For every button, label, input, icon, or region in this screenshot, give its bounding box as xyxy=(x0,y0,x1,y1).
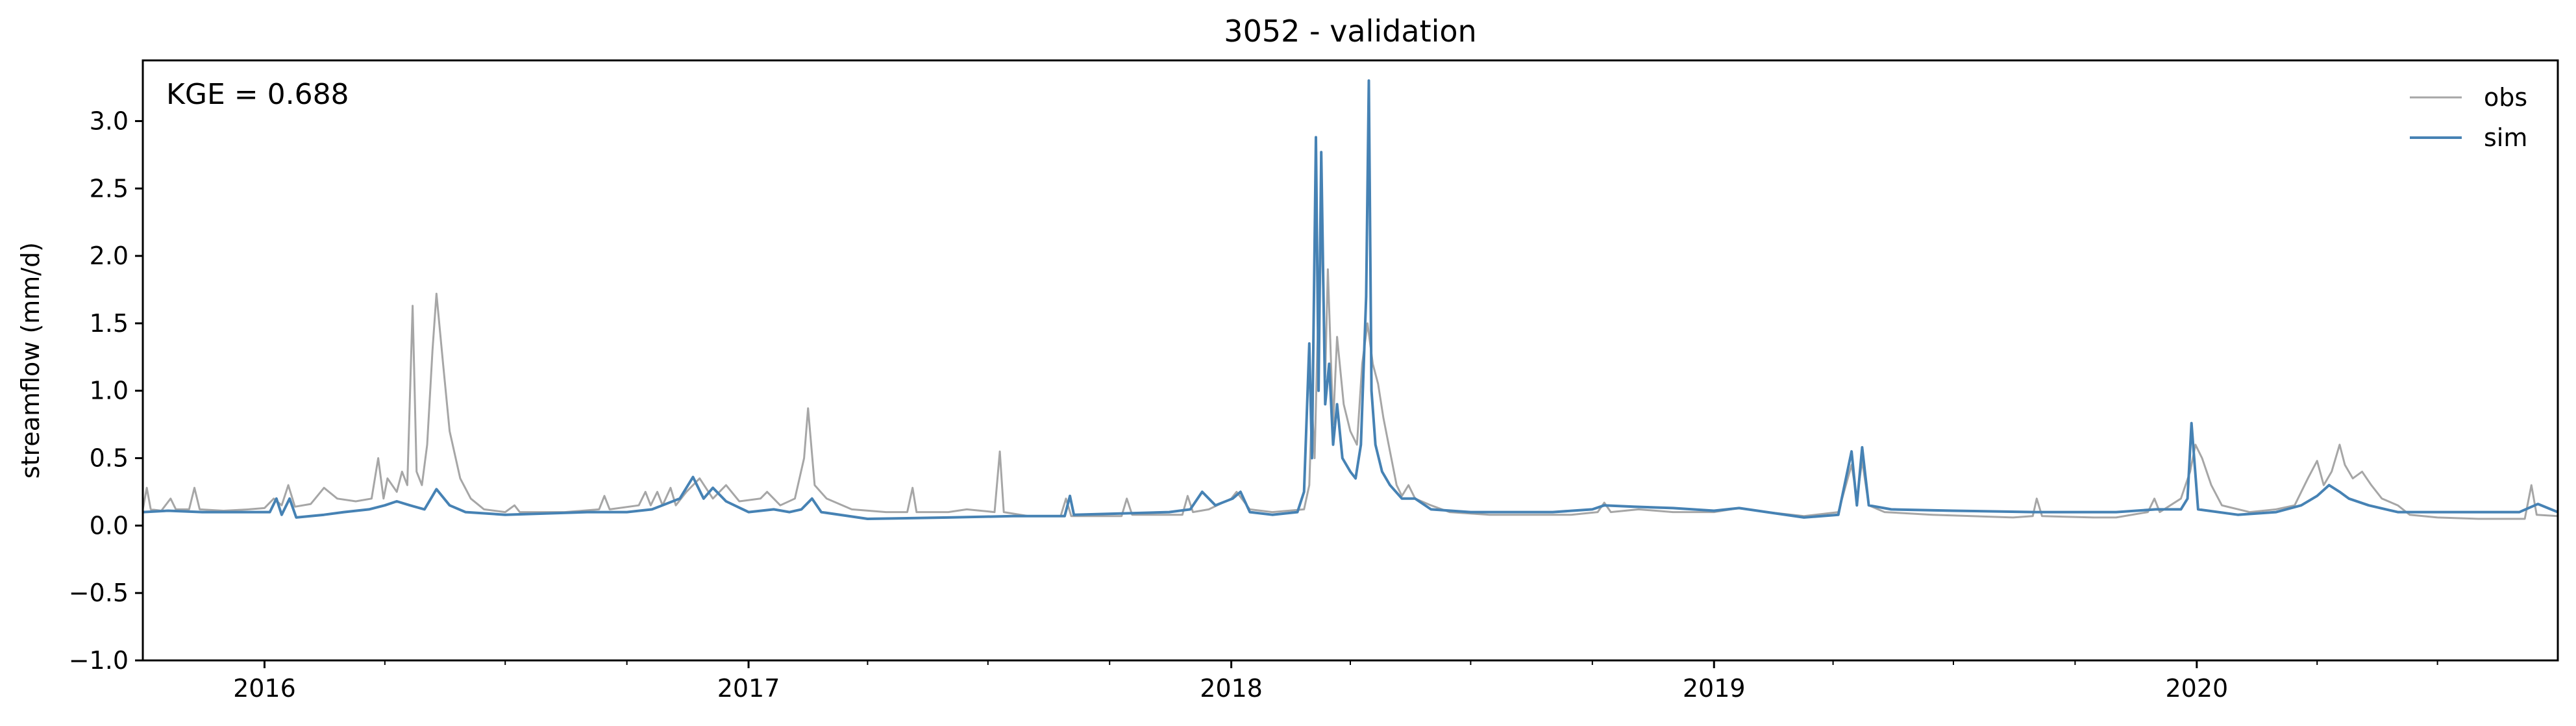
y-tick-label: 0.0 xyxy=(90,511,129,540)
x-tick-label: 2019 xyxy=(1683,674,1746,703)
legend-label-obs: obs xyxy=(2484,83,2527,112)
y-axis-label: streamflow (mm/d) xyxy=(16,242,45,479)
y-tick-label: 1.5 xyxy=(90,309,129,338)
x-tick-label: 2017 xyxy=(717,674,780,703)
legend-label-sim: sim xyxy=(2484,123,2527,152)
series-line-sim xyxy=(143,79,2558,520)
y-tick-label: 0.5 xyxy=(90,444,129,473)
plot-frame xyxy=(142,59,2559,662)
y-tick-label: 3.0 xyxy=(90,106,129,135)
x-tick-label: 2016 xyxy=(233,674,296,703)
y-tick-label: 2.0 xyxy=(90,242,129,270)
chart-title: 3052 - validation xyxy=(1224,14,1476,49)
y-axis: −1.0 −0.5 0.0 0.5 1.0 1.5 2.0 2.5 3.0 xyxy=(69,106,143,675)
series-line-obs xyxy=(143,214,2558,520)
kge-annotation: KGE = 0.688 xyxy=(166,78,349,111)
legend: obs sim xyxy=(2410,83,2527,152)
series-layer xyxy=(143,79,2558,520)
y-tick-label: 1.0 xyxy=(90,377,129,405)
y-tick-label: −0.5 xyxy=(69,579,129,607)
x-axis: 2016 2017 2018 2019 2020 xyxy=(233,660,2438,703)
y-tick-label: −1.0 xyxy=(69,646,129,675)
x-tick-label: 2018 xyxy=(1200,674,1263,703)
x-tick-label: 2020 xyxy=(2165,674,2228,703)
y-tick-label: 2.5 xyxy=(90,174,129,203)
